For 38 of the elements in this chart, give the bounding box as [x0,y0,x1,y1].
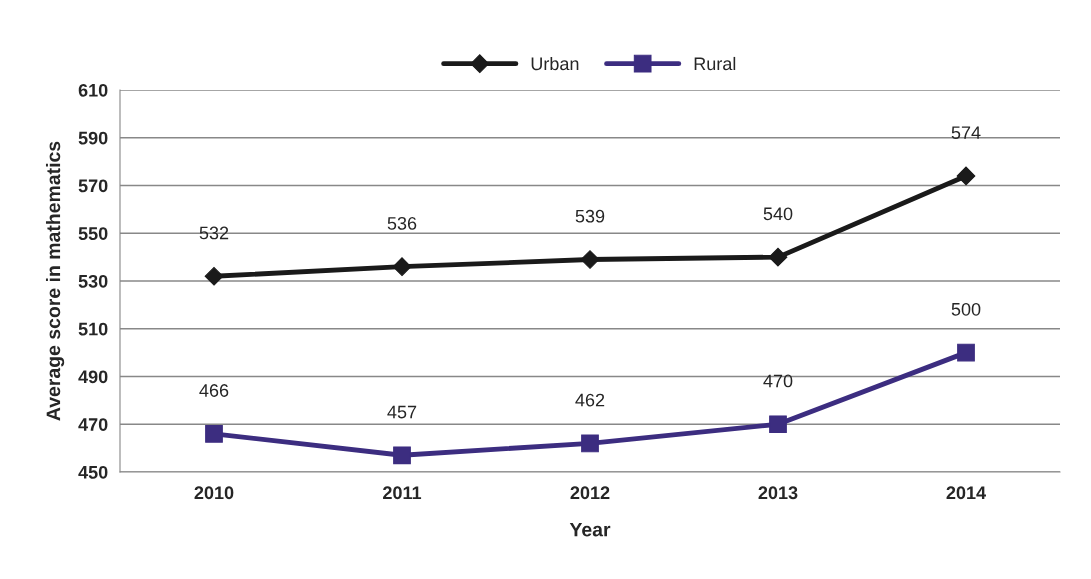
point [957,343,975,362]
y-tick-label: 590 [78,131,108,145]
x-tick-label: 2012 [570,486,610,500]
legend-label: Rural [694,56,736,71]
point [956,166,976,186]
point [769,415,787,434]
y-tick-label: 510 [78,322,108,336]
x-tick-label: 2010 [194,486,234,500]
x-tick-label: 2013 [758,486,798,500]
point [768,247,788,267]
legend-label: Urban [531,56,579,71]
data-label: 457 [387,405,417,419]
data-label: 539 [575,209,605,223]
data-label: 574 [951,126,981,140]
x-tick-label: 2011 [383,486,422,500]
y-tick-label: 470 [78,418,108,431]
y-tick-label: 450 [78,465,108,479]
data-label: 462 [575,393,605,407]
point [580,250,600,269]
data-label: 500 [951,302,981,316]
point [392,257,412,277]
x-axis-title: Year [569,522,611,537]
point [581,434,599,453]
data-label: 532 [199,226,229,240]
y-tick-label: 550 [78,227,108,240]
y-tick-label: 570 [78,179,108,193]
x-tick-label: 2014 [946,486,986,500]
point [205,424,223,443]
point [204,266,224,286]
data-label: 536 [387,216,417,230]
y-tick-label: 610 [78,83,108,97]
data-label: 470 [763,374,793,388]
data-label: 466 [199,384,229,397]
point [393,446,411,465]
y-tick-label: 490 [78,370,108,384]
data-label: 540 [763,207,793,221]
y-axis-title: Average score in mathematics [45,141,65,421]
y-tick-label: 530 [78,274,108,288]
